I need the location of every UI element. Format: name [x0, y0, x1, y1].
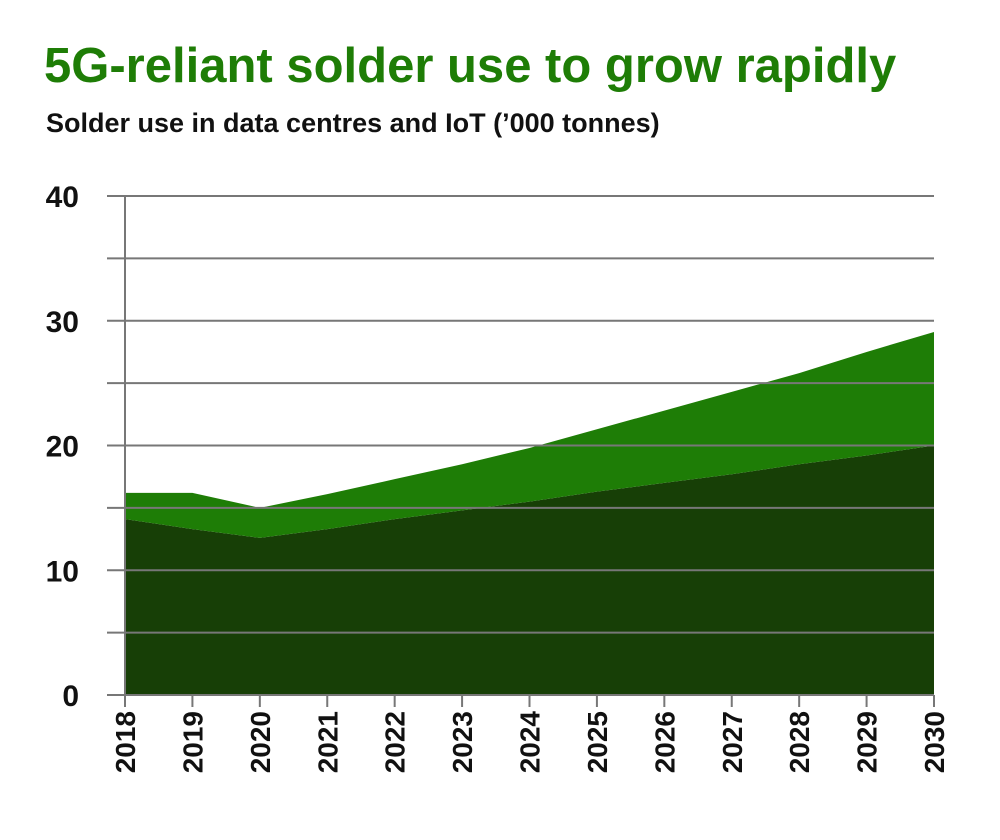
x-tick-labels: 2018 2019 2020 2021 2022 2023 2024 2025 2026 2027…: [110, 711, 950, 774]
x-tick-label: 2026: [649, 711, 680, 773]
chart-title: 5G-reliant solder use to grow rapidly: [44, 39, 897, 93]
x-tick-label: 2018: [110, 711, 141, 773]
x-tick-label: 2021: [312, 711, 343, 773]
y-tick-label: 20: [46, 431, 79, 464]
area-layer: [125, 331, 934, 695]
axes: [107, 195, 935, 707]
x-tick-label: 2019: [177, 711, 208, 773]
area-series-2: [125, 331, 934, 538]
gridlines: [125, 195, 934, 634]
y-tick-label: 10: [46, 555, 79, 588]
x-tick-label: 2030: [919, 711, 950, 773]
y-tick-label: 0: [62, 680, 79, 713]
x-tick-label: 2027: [717, 711, 748, 773]
y-tick-labels: 0 10 20 30 40: [46, 181, 79, 713]
x-tick-label: 2025: [582, 711, 613, 773]
x-tick-label: 2028: [784, 711, 815, 773]
x-tick-label: 2020: [245, 711, 276, 773]
x-tick-label: 2023: [447, 711, 478, 773]
chart-subtitle: Solder use in data centres and IoT (’000…: [46, 108, 660, 138]
y-tick-label: 40: [46, 181, 79, 214]
x-tick-label: 2029: [852, 711, 883, 773]
x-tick-label: 2022: [380, 711, 411, 773]
x-tick-label: 2024: [515, 711, 546, 774]
y-tick-label: 30: [46, 306, 79, 339]
